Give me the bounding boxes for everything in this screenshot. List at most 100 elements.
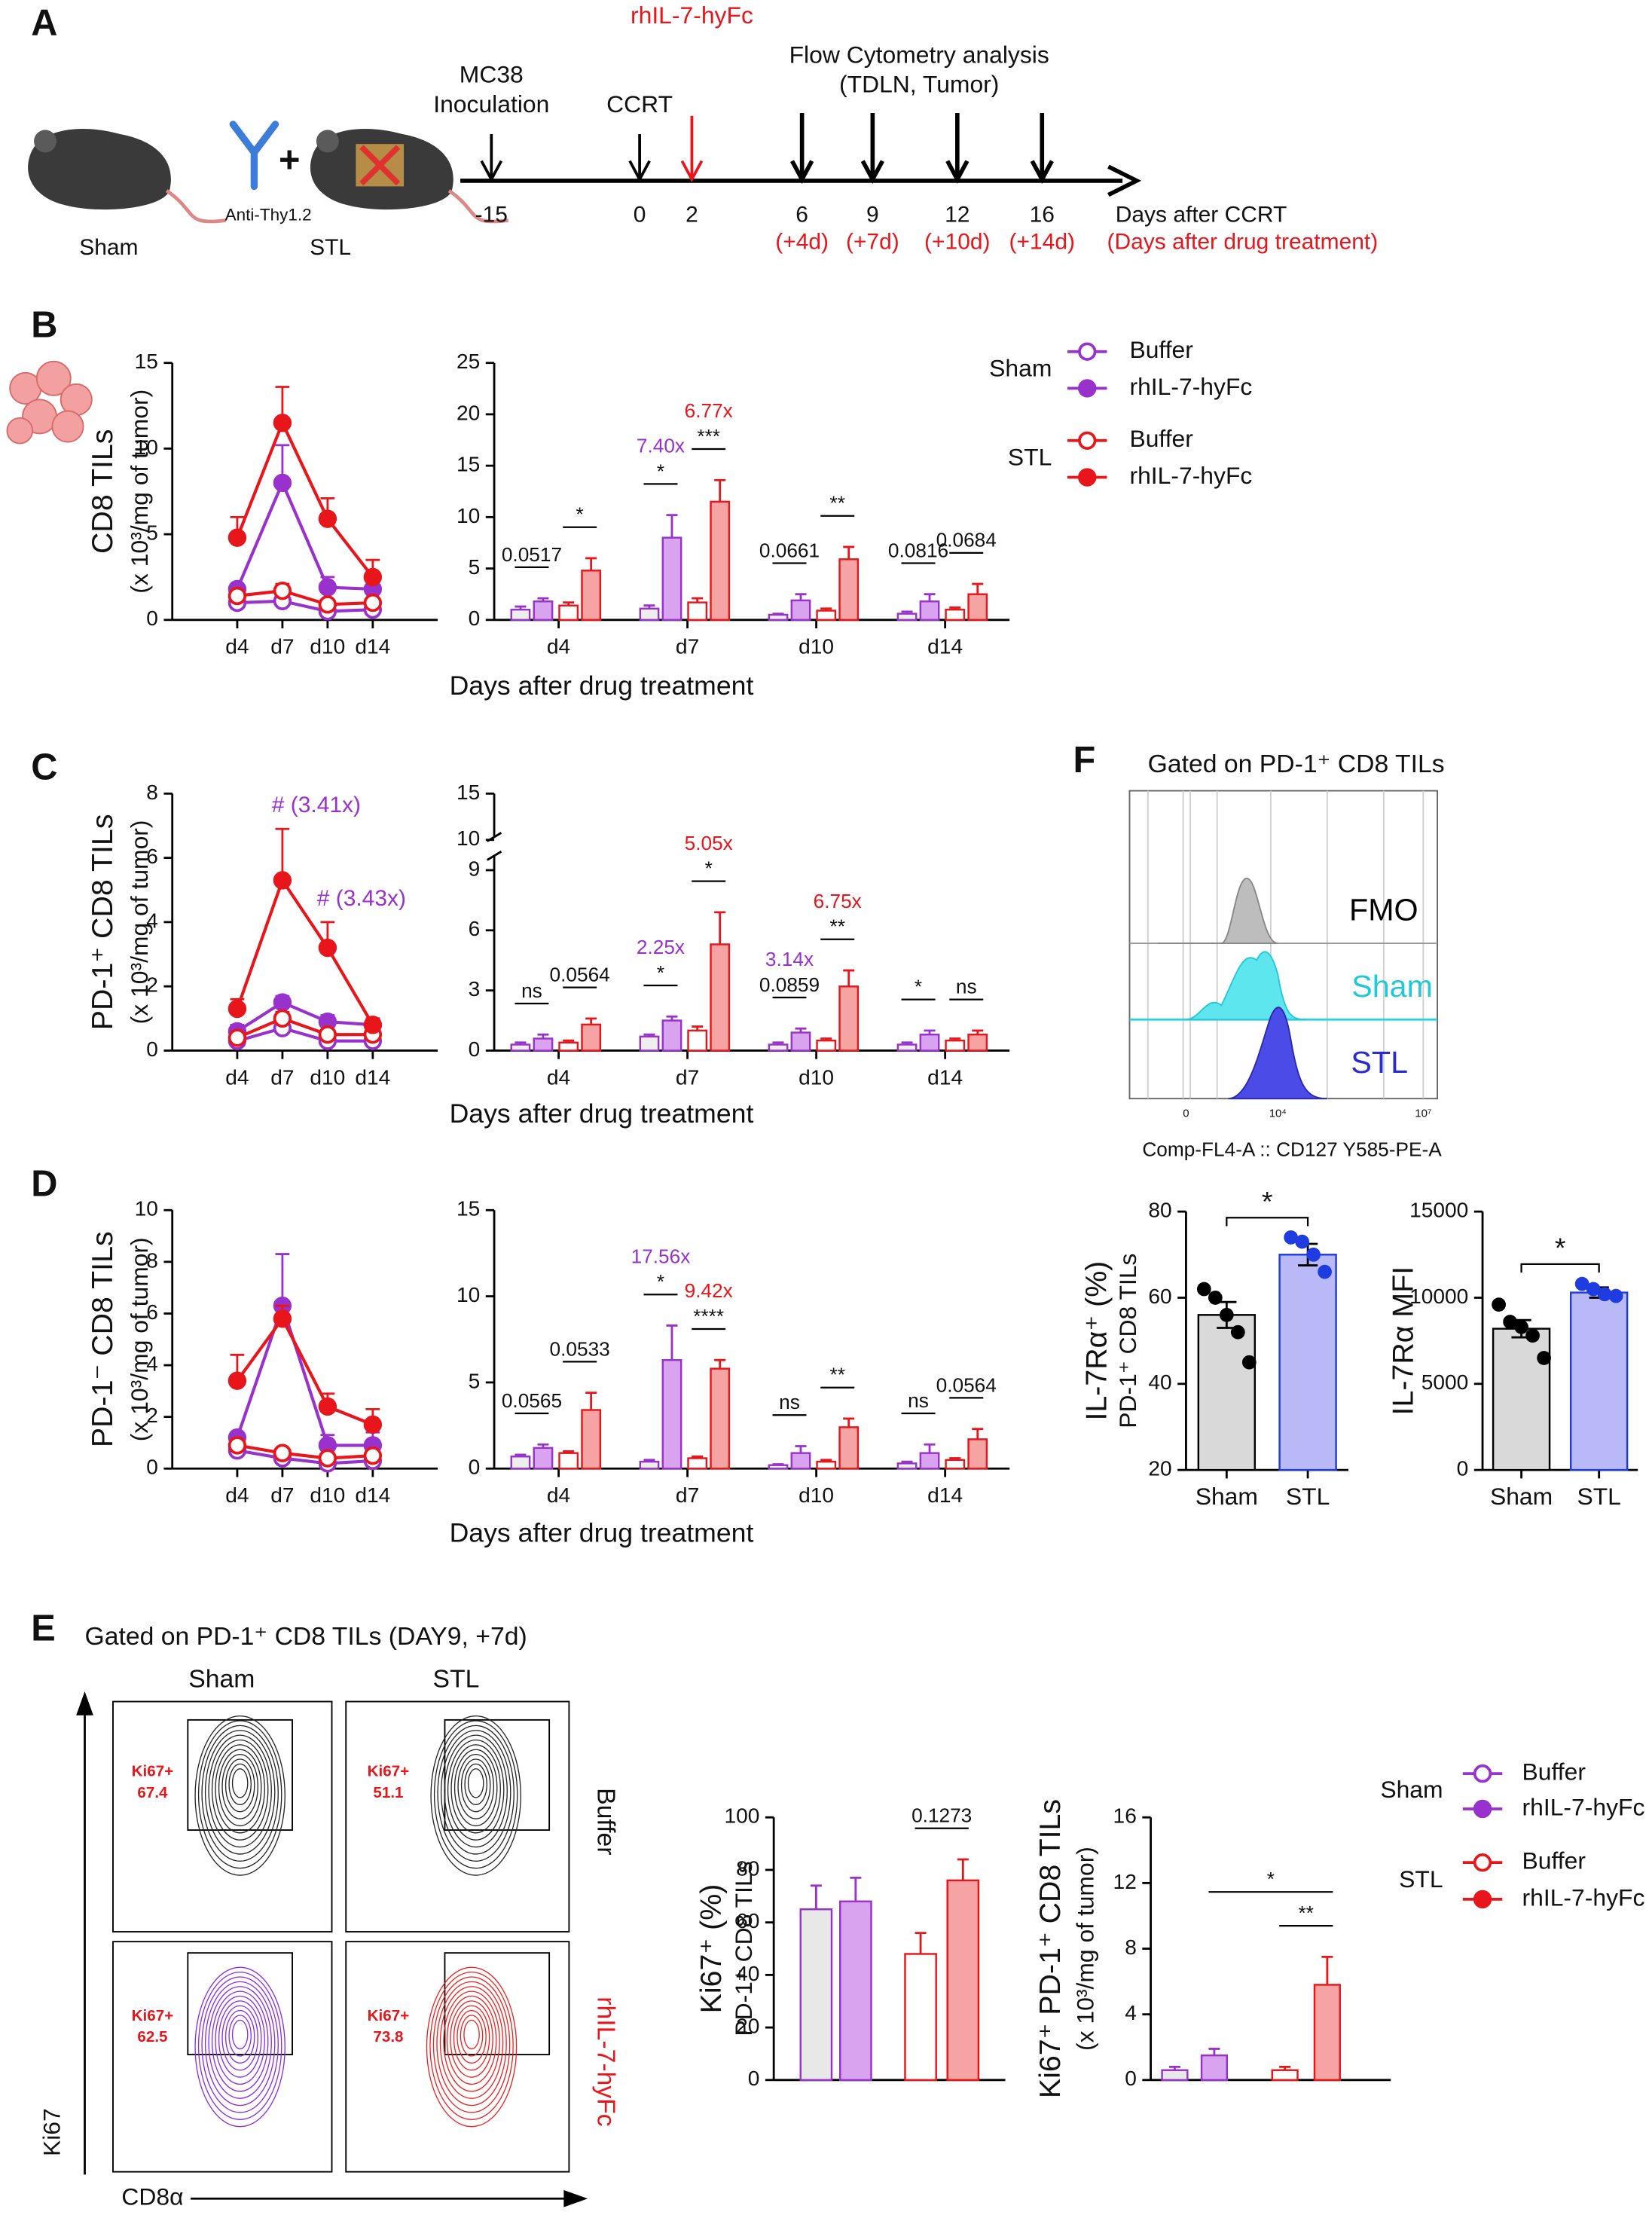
y-axis-label: (x 10³/mg of tumor) [126,1237,153,1441]
y-tick-label: 10 [457,1283,480,1306]
bar [639,607,660,622]
y-tick-label: 15 [457,1197,480,1221]
x-tick-label: d14 [355,1483,390,1507]
panel-label: B [31,305,57,346]
fold-change-label: 6.77x [685,399,733,422]
significance-label: 0.0661 [759,539,820,561]
point [273,1444,292,1462]
histogram-row-label: FMO [1349,893,1418,927]
point [318,509,337,528]
event-label: MC38 [460,61,524,88]
timeline-arrowhead [1107,164,1142,197]
x-tick-label: d7 [270,635,294,658]
gate-value: 51.1 [373,1784,403,1801]
x-tick-label: d7 [676,1483,699,1507]
y-axis-label: Ki67⁺ PD-1⁺ CD8 TILs [1034,1799,1067,2098]
bar [838,558,860,622]
bar [687,1029,708,1052]
y-axis-label: PD-1⁺ CD8 TILs [86,814,119,1031]
contour [228,2015,252,2057]
bar [768,1464,789,1470]
point [1241,1355,1257,1370]
bar [1313,1984,1341,2082]
bar [1200,2054,1229,2082]
series-line [237,599,373,613]
bar [1271,2069,1299,2082]
series-line [236,419,374,579]
point [273,993,292,1012]
y-tick-label: 4 [146,909,158,932]
bar [639,1035,660,1052]
point [1295,1234,1309,1249]
panel-label: C [31,747,57,787]
y-tick-label: 6 [469,917,481,940]
bar [533,1037,554,1052]
bar [661,536,682,622]
y-tick-label: 25 [457,350,480,373]
legend-group: Sham [989,354,1052,381]
bar [816,1039,837,1052]
contour [194,1966,286,2128]
legend-marker [1078,342,1097,361]
panel-label: D [31,1163,57,1204]
significance-label: * [576,503,584,526]
gate-label: Ki67+ [368,2007,410,2024]
panel-label: A [31,3,57,44]
contour [224,2009,255,2064]
x-tick-label: d10 [310,1483,345,1507]
plus-sign: + [279,139,300,180]
significance-label: *** [697,425,720,448]
bar [1161,2069,1189,2082]
histogram-tick: 10⁷ [1415,1108,1431,1120]
bar [581,1023,602,1052]
contour [457,1753,494,1819]
x-tick-label: d7 [676,635,699,658]
series-line [237,1449,373,1465]
point [1537,1351,1551,1365]
error-bar [666,1324,678,1361]
significance-label: ns [779,1391,800,1413]
significance-label: 0.1273 [912,1804,972,1827]
y-tick-label: 10000 [1409,1285,1468,1308]
analysis-label: (TDLN, Tumor) [839,71,999,98]
contour [194,1715,286,1876]
point [1219,1307,1234,1322]
y-tick-label: 20 [1148,1457,1171,1480]
gate-value: 62.5 [137,2028,167,2045]
error-bar [843,1417,855,1428]
y-tick-label: 2 [146,1404,158,1427]
histogram-row-label: STL [1351,1045,1408,1080]
event-arrowhead [1030,160,1054,184]
point [318,1025,337,1044]
legend-group: Sham [1380,1776,1443,1803]
y-tick-label: 15000 [1409,1199,1468,1222]
contour [197,1971,282,2120]
point [1597,1287,1612,1302]
contour [221,1753,258,1819]
antibody-label: Anti-Thy1.2 [225,206,312,225]
fold-change-label: 6.75x [814,890,862,912]
contour [432,1976,511,2113]
significance-label: 0.0564 [550,964,610,986]
y-axis-label: (x 10³/mg of tumor) [126,820,153,1024]
event-drug-day: (+10d) [924,229,990,254]
contour [453,2005,490,2071]
error-bar [714,1358,726,1369]
histogram-tick: 10⁴ [1269,1108,1287,1120]
bar [639,1460,660,1470]
x-tick-label: d4 [225,635,249,658]
point [1196,1282,1211,1297]
x-tick-label: d7 [270,1483,294,1507]
contour-axis: Ki67 [38,2108,66,2156]
significance-label: * [1267,1868,1275,1890]
error-bar [795,1445,807,1453]
flow-axes [76,1691,588,2207]
x-axis-label: Days after drug treatment [450,671,754,701]
y-tick-label: 80 [1148,1199,1171,1222]
bar [768,1043,789,1052]
bar [799,1908,833,2082]
error-bar [850,1876,862,1902]
point [318,595,337,614]
bar [581,1409,602,1470]
significance-label: ** [830,915,845,938]
